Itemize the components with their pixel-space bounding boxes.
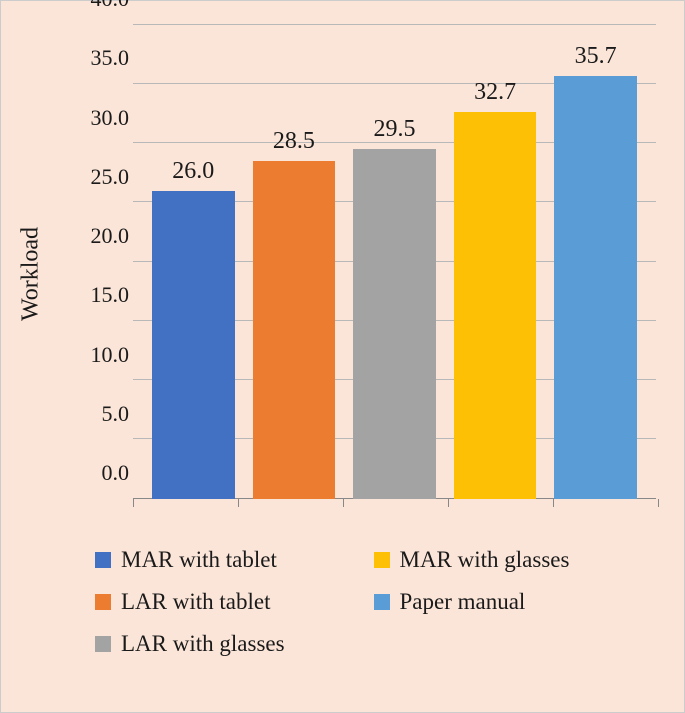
y-tick-label: 40.0	[77, 0, 129, 12]
y-tick-label: 0.0	[77, 460, 129, 486]
legend-item: LAR with glasses	[91, 623, 370, 665]
bar-slot: 29.5	[344, 25, 445, 499]
legend-label: MAR with glasses	[400, 547, 570, 573]
bar: 29.5	[353, 149, 435, 499]
x-tick-mark	[553, 499, 554, 507]
legend-swatch	[374, 552, 390, 568]
y-tick-label: 35.0	[77, 45, 129, 71]
y-tick-label: 15.0	[77, 282, 129, 308]
bars: 26.028.529.532.735.7	[133, 25, 656, 499]
x-tick-mark	[238, 499, 239, 507]
x-tick-mark	[658, 499, 659, 507]
legend-item: Paper manual	[370, 581, 649, 623]
x-tick-mark	[343, 499, 344, 507]
bar-slot: 26.0	[143, 25, 244, 499]
legend-swatch	[95, 636, 111, 652]
x-tick-mark	[448, 499, 449, 507]
bar-value-label: 26.0	[172, 158, 214, 185]
y-tick-label: 10.0	[77, 342, 129, 368]
y-tick-label: 20.0	[77, 223, 129, 249]
bar-slot: 28.5	[244, 25, 345, 499]
legend-label: LAR with glasses	[121, 631, 285, 657]
y-axis-label: Workload	[18, 227, 45, 321]
x-tick-mark	[133, 499, 134, 507]
legend-item: MAR with glasses	[370, 539, 649, 581]
bar: 26.0	[152, 191, 234, 499]
bar: 28.5	[253, 161, 335, 499]
legend-swatch	[95, 552, 111, 568]
y-tick-label: 5.0	[77, 401, 129, 427]
legend-label: Paper manual	[400, 589, 526, 615]
y-tick-label: 30.0	[77, 105, 129, 131]
legend-swatch	[374, 594, 390, 610]
legend: MAR with tablet MAR with glasses LAR with …	[91, 539, 648, 665]
bar-value-label: 28.5	[273, 128, 315, 155]
bar-value-label: 32.7	[474, 79, 516, 106]
legend-swatch	[95, 594, 111, 610]
bar: 32.7	[454, 112, 536, 499]
y-tick-label: 25.0	[77, 164, 129, 190]
bar-slot: 32.7	[445, 25, 546, 499]
bar-value-label: 35.7	[575, 43, 617, 70]
bar-value-label: 29.5	[373, 116, 415, 143]
legend-label: LAR with tablet	[121, 589, 270, 615]
legend-label: MAR with tablet	[121, 547, 277, 573]
bar-slot: 35.7	[545, 25, 646, 499]
bar: 35.7	[554, 76, 636, 499]
plot-area: Workload 0.05.010.015.020.025.030.035.04…	[77, 19, 656, 529]
legend-item: MAR with tablet	[91, 539, 370, 581]
workload-bar-chart: Workload 0.0 5.0 10.0 15.0 20.0 25.0 30.0 35.0 4…	[0, 0, 685, 713]
legend-item: LAR with tablet	[91, 581, 370, 623]
